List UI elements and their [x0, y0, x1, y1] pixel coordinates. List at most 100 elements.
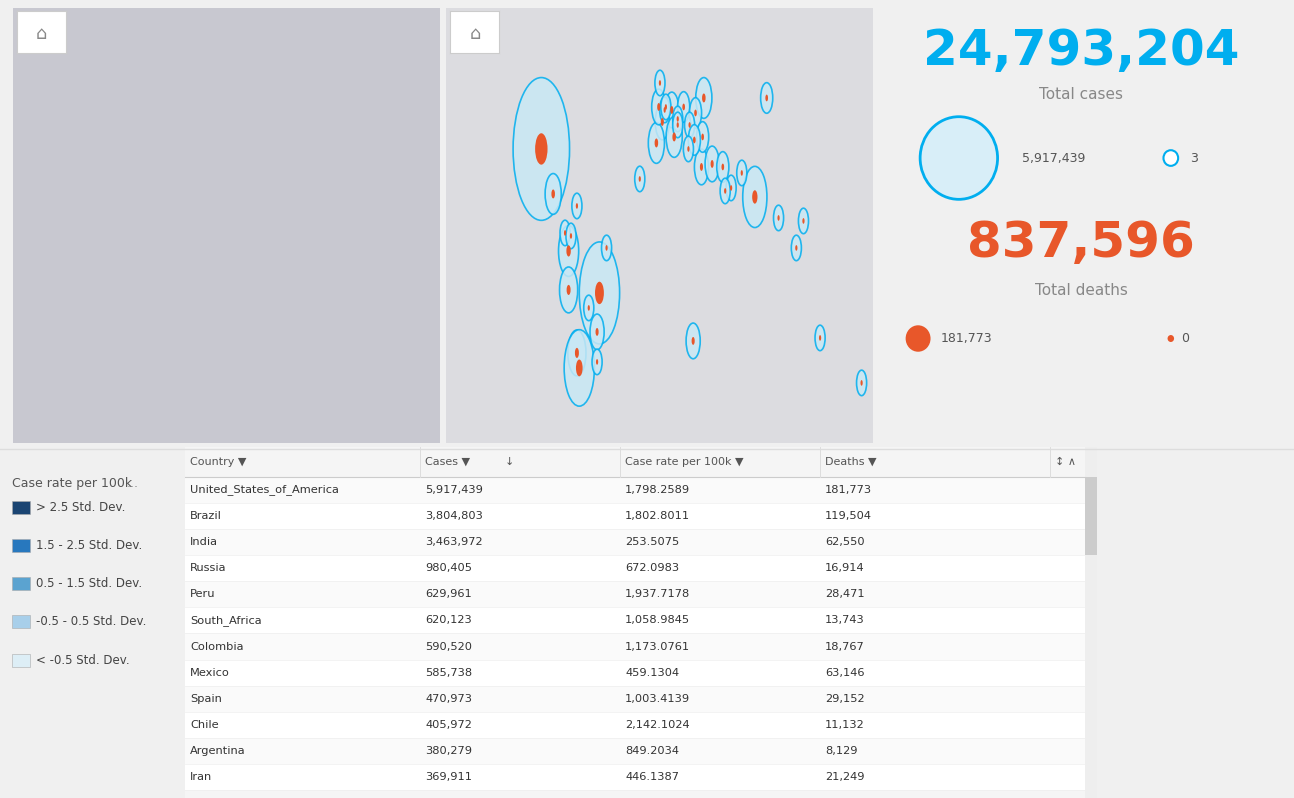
Circle shape	[639, 176, 641, 182]
Circle shape	[584, 295, 594, 321]
Circle shape	[688, 122, 691, 128]
Text: < -0.5 Std. Dev.: < -0.5 Std. Dev.	[36, 654, 129, 666]
Text: 28,471: 28,471	[826, 590, 864, 599]
Circle shape	[567, 245, 571, 256]
Text: 380,279: 380,279	[424, 746, 472, 756]
Circle shape	[761, 83, 773, 113]
Text: 2,142.1024: 2,142.1024	[625, 720, 690, 729]
Circle shape	[686, 323, 700, 359]
Circle shape	[568, 330, 586, 376]
Text: India: India	[190, 537, 217, 547]
Circle shape	[595, 328, 599, 336]
Circle shape	[572, 193, 582, 219]
Text: Deaths ▼: Deaths ▼	[826, 457, 876, 467]
Bar	[1084, 447, 1097, 798]
Circle shape	[682, 104, 685, 110]
Circle shape	[565, 223, 576, 249]
Circle shape	[545, 173, 562, 215]
Circle shape	[703, 93, 705, 102]
Circle shape	[569, 233, 572, 239]
Text: 620,123: 620,123	[424, 615, 472, 626]
Bar	[12, 539, 30, 552]
Circle shape	[665, 105, 666, 110]
Circle shape	[652, 89, 666, 124]
Text: 11,132: 11,132	[826, 720, 864, 729]
Circle shape	[655, 139, 659, 148]
Text: 459.1304: 459.1304	[625, 668, 679, 678]
Circle shape	[1167, 335, 1174, 342]
Text: 585,738: 585,738	[424, 668, 472, 678]
Text: 980,405: 980,405	[424, 563, 472, 573]
Circle shape	[815, 325, 826, 350]
Circle shape	[655, 70, 665, 96]
Circle shape	[685, 113, 695, 138]
Text: Iran: Iran	[190, 772, 212, 782]
Text: 672.0983: 672.0983	[625, 563, 679, 573]
Text: 16,914: 16,914	[826, 563, 864, 573]
Circle shape	[687, 146, 690, 152]
Bar	[1084, 477, 1097, 555]
Circle shape	[666, 117, 682, 157]
Text: Colombia: Colombia	[190, 642, 243, 651]
Text: Total deaths: Total deaths	[1035, 283, 1127, 298]
Circle shape	[580, 242, 620, 344]
Bar	[12, 577, 30, 591]
Circle shape	[752, 190, 757, 203]
Circle shape	[726, 176, 736, 200]
Bar	[185, 790, 1084, 798]
Text: Case rate per 100k: Case rate per 100k	[12, 477, 132, 490]
Text: 181,773: 181,773	[941, 332, 992, 345]
Text: Total cases: Total cases	[1039, 88, 1123, 102]
Circle shape	[721, 178, 730, 203]
Circle shape	[740, 170, 743, 176]
Circle shape	[700, 163, 703, 171]
Bar	[185, 764, 1084, 790]
Bar	[12, 615, 30, 629]
Text: 24,793,204: 24,793,204	[923, 27, 1240, 76]
Text: 0: 0	[1181, 332, 1189, 345]
Circle shape	[701, 133, 704, 140]
Text: 21,249: 21,249	[826, 772, 864, 782]
Text: 446.1387: 446.1387	[625, 772, 679, 782]
Text: 0.5 - 1.5 Std. Dev.: 0.5 - 1.5 Std. Dev.	[36, 577, 142, 591]
Circle shape	[722, 164, 725, 170]
Circle shape	[595, 282, 604, 304]
Circle shape	[694, 136, 696, 144]
Bar	[185, 477, 1084, 503]
Circle shape	[657, 103, 660, 111]
Text: Chile: Chile	[190, 720, 219, 729]
Circle shape	[920, 117, 998, 200]
Text: 63,146: 63,146	[826, 668, 864, 678]
Bar	[185, 555, 1084, 581]
Text: 1.5 - 2.5 Std. Dev.: 1.5 - 2.5 Std. Dev.	[36, 539, 142, 552]
Circle shape	[673, 132, 675, 141]
Bar	[185, 447, 1084, 477]
Bar	[12, 654, 30, 666]
Bar	[185, 660, 1084, 685]
Text: 119,504: 119,504	[826, 511, 872, 521]
Circle shape	[792, 235, 801, 261]
Circle shape	[774, 205, 784, 231]
Circle shape	[677, 122, 679, 128]
Circle shape	[559, 267, 577, 313]
Circle shape	[695, 149, 709, 185]
Circle shape	[673, 106, 683, 132]
Text: South_Africa: South_Africa	[190, 615, 261, 626]
Text: 369,911: 369,911	[424, 772, 472, 782]
Text: 1,798.2589: 1,798.2589	[625, 485, 690, 495]
Text: 629,961: 629,961	[424, 590, 472, 599]
Circle shape	[691, 337, 695, 345]
Text: 29,152: 29,152	[826, 693, 864, 704]
Text: Brazil: Brazil	[190, 511, 221, 521]
Circle shape	[743, 166, 767, 227]
Circle shape	[551, 189, 555, 199]
Text: Case rate per 100k ▼: Case rate per 100k ▼	[625, 457, 744, 467]
Circle shape	[575, 348, 578, 358]
Bar	[185, 529, 1084, 555]
Text: 8,129: 8,129	[826, 746, 858, 756]
Text: 405,972: 405,972	[424, 720, 472, 729]
Circle shape	[857, 370, 867, 396]
Text: 470,973: 470,973	[424, 693, 472, 704]
Text: Cases ▼: Cases ▼	[424, 457, 470, 467]
Text: -0.5 - 0.5 Std. Dev.: -0.5 - 0.5 Std. Dev.	[36, 615, 146, 629]
